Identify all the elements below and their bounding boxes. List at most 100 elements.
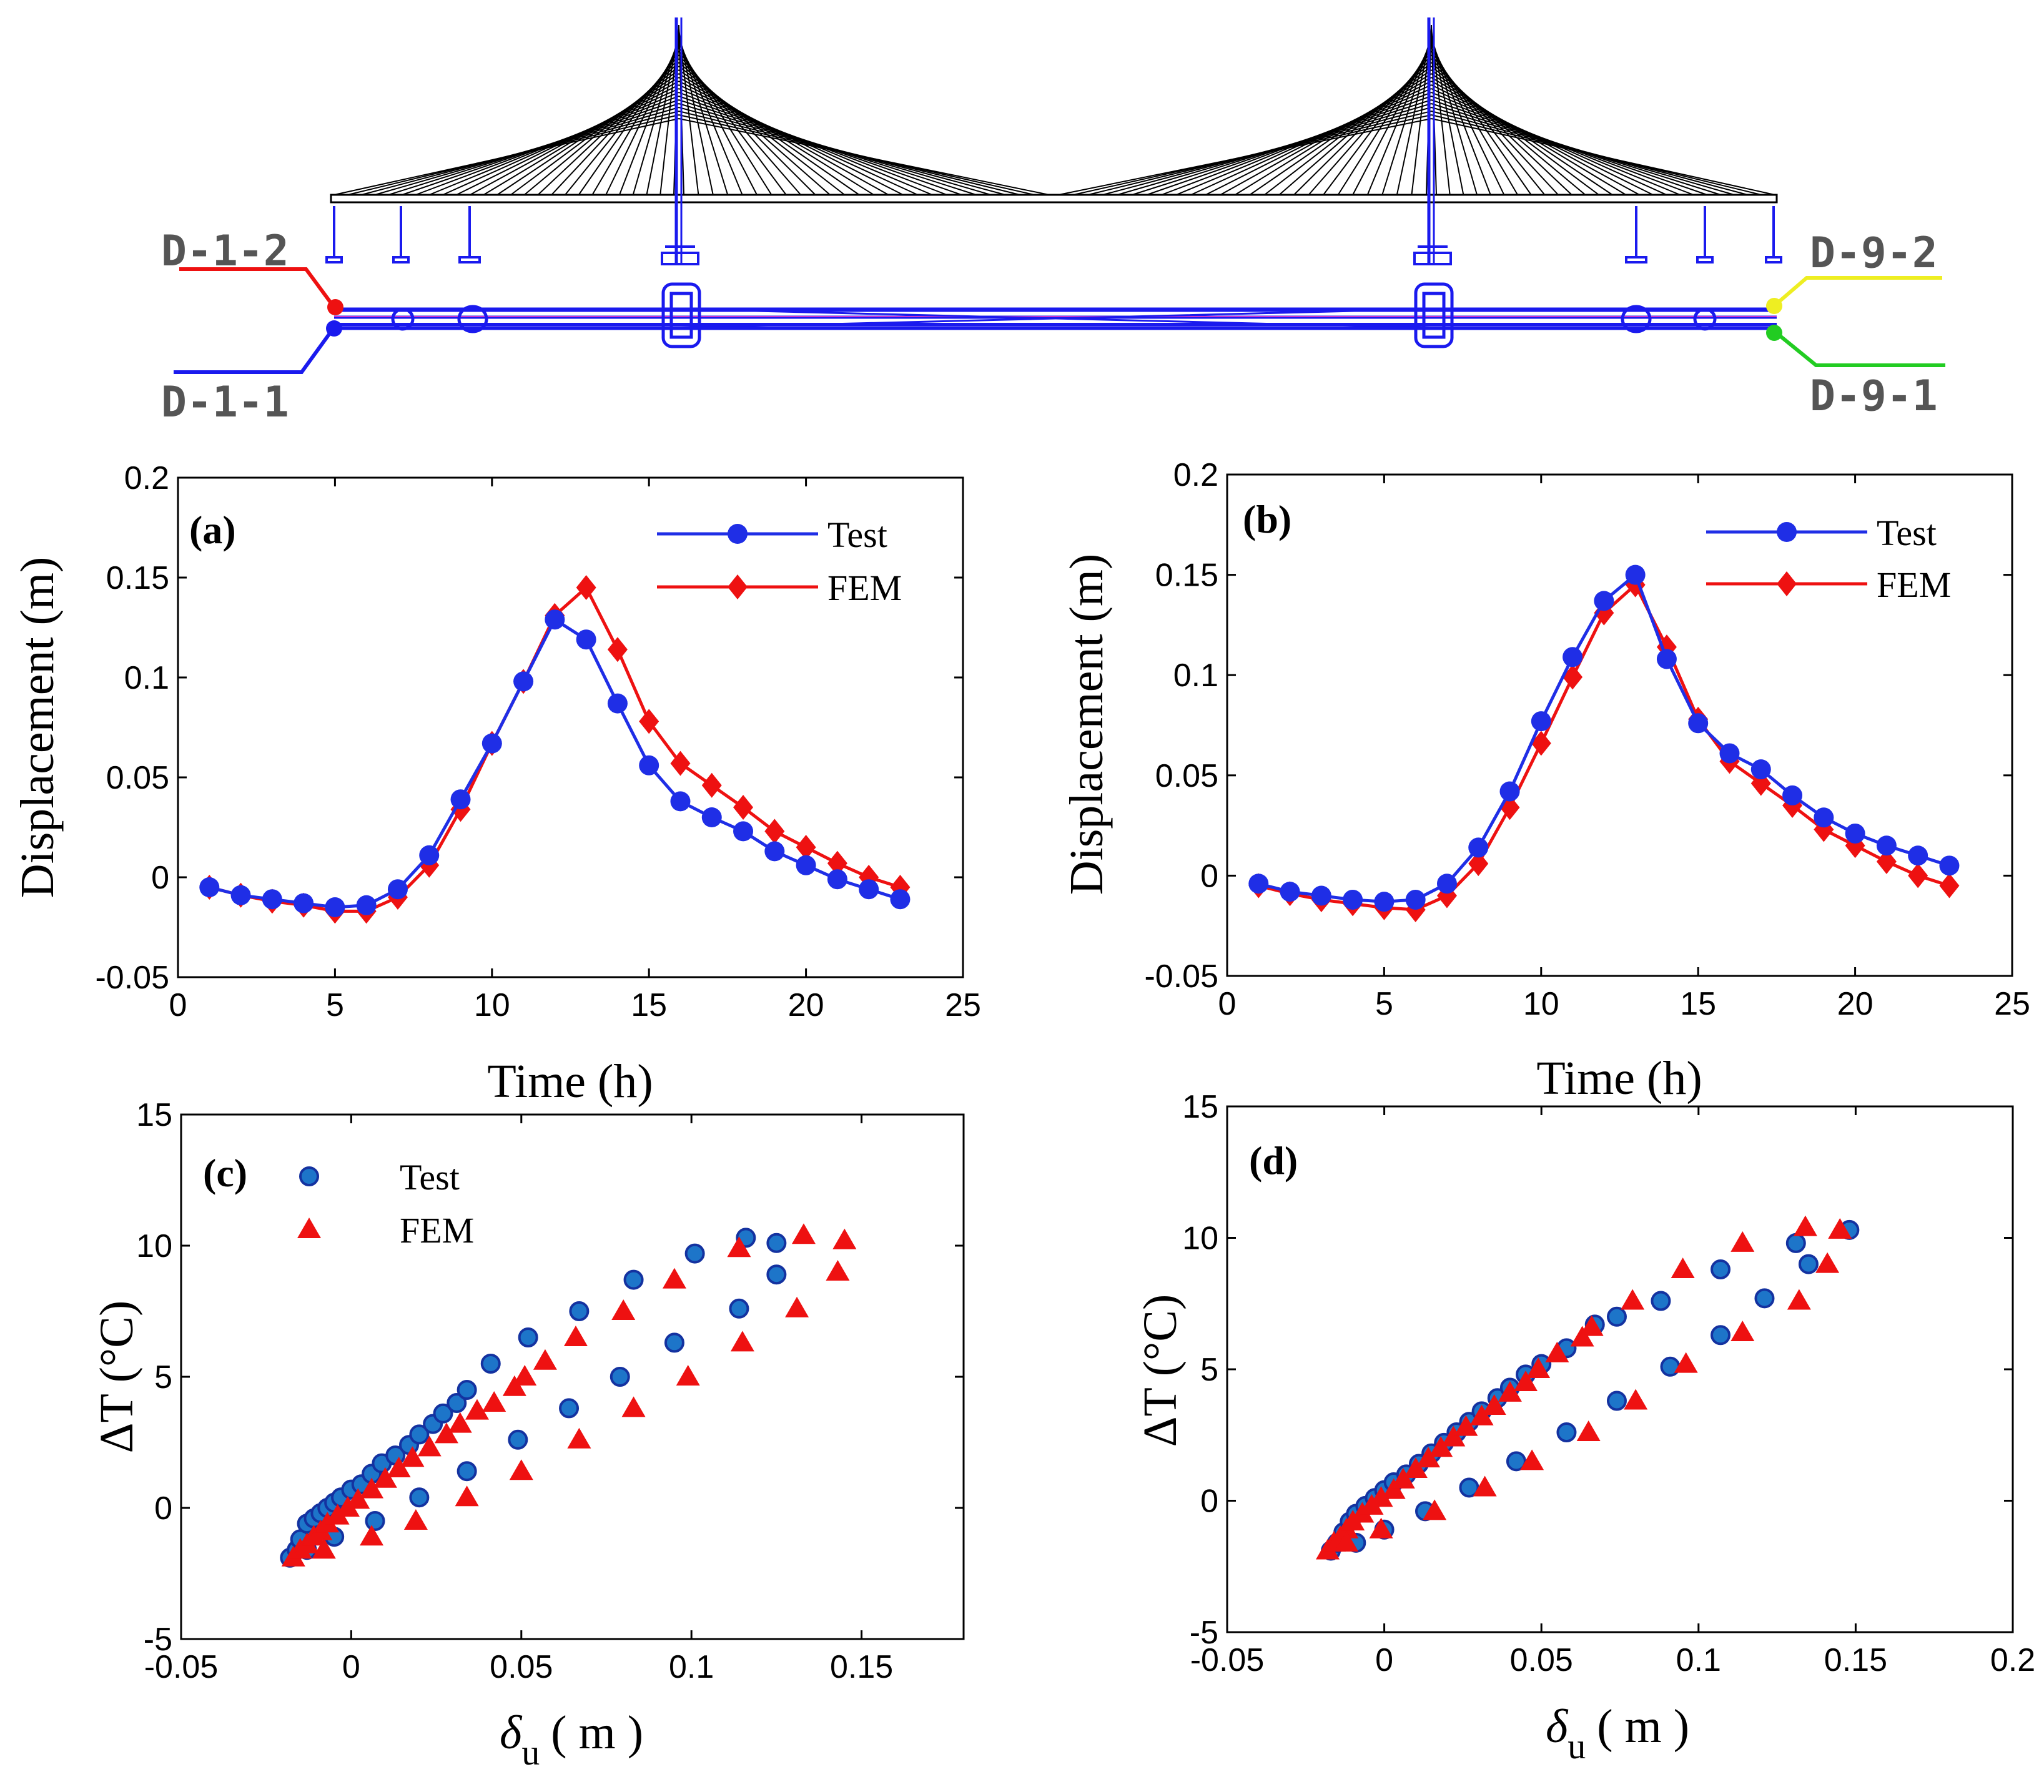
data-point-test (513, 671, 534, 692)
y-tick-label: 15 (1182, 1089, 1218, 1125)
stay-cable (551, 58, 679, 195)
stay-cable (1264, 66, 1432, 195)
x-tick-label: 5 (326, 987, 344, 1023)
stay-cable (537, 62, 679, 195)
data-point-test (764, 841, 785, 862)
y-tick-label: 0.15 (1155, 558, 1218, 594)
data-point-fem (1828, 1218, 1852, 1239)
plan-view-girders (334, 282, 1777, 348)
data-point-fem (1391, 1467, 1415, 1489)
stay-cables (333, 24, 1775, 195)
x-tick-label: -0.05 (144, 1649, 219, 1685)
data-point-test (1656, 649, 1677, 669)
data-point-test (684, 1243, 705, 1264)
data-point-fem (1520, 1449, 1544, 1470)
data-point-test (508, 1429, 528, 1450)
data-point-test (481, 733, 502, 754)
stay-cable (678, 118, 1050, 195)
data-point-test (607, 693, 628, 714)
data-point-test (1908, 845, 1928, 866)
data-point-test (1248, 874, 1269, 894)
data-point-fem (513, 1365, 537, 1386)
data-point-fem (1876, 849, 1897, 874)
data-point-test (670, 791, 691, 812)
data-point-fem (455, 1485, 479, 1507)
sensor-d-9-1-label: D-9-1 (1810, 372, 1938, 421)
series-line-fem (1258, 582, 1950, 912)
data-point-fem (1416, 1447, 1441, 1468)
data-point-fem (1526, 1357, 1551, 1378)
legend-c-fem-marker (297, 1218, 321, 1238)
sensor-d-1-2-dot (327, 299, 343, 315)
sensor-d-1-2-leader (179, 267, 336, 308)
data-point-test (576, 629, 596, 650)
data-point-fem (1369, 1486, 1393, 1507)
stay-cable (333, 118, 679, 195)
data-point-test (1374, 892, 1395, 912)
data-point-fem (373, 1467, 397, 1488)
xlabel-a: Time (h) (487, 1055, 653, 1108)
series-layer-a (199, 575, 911, 924)
x-tick-label: 0.05 (1510, 1642, 1573, 1678)
legend-b-fem-marker (1777, 571, 1797, 596)
legend-b: Test FEM (1706, 513, 1951, 605)
data-point-test (1499, 781, 1520, 802)
data-point-fem (567, 1427, 591, 1449)
sensor-d-9-2-label: D-9-2 (1810, 229, 1938, 278)
x-tick-label: 20 (788, 987, 824, 1023)
stay-cable (1235, 73, 1432, 195)
x-tick-label: 20 (1837, 986, 1874, 1022)
legend-a-fem-label: FEM (827, 568, 902, 608)
data-point-fem (312, 1538, 336, 1559)
x-tick-label: 0.1 (669, 1649, 714, 1685)
data-point-test (1311, 885, 1331, 906)
data-point-test (356, 895, 377, 915)
data-point-test (480, 1354, 501, 1374)
x-tick-label: 15 (631, 987, 667, 1023)
stay-cable (1278, 62, 1432, 195)
stay-cable (678, 73, 874, 195)
data-point-fem (611, 1299, 636, 1320)
stay-cable (1308, 54, 1432, 195)
data-point-fem (1429, 1436, 1453, 1457)
sensor-d-9-2-dot (1766, 298, 1782, 314)
chart-panel-c: -0.05 0 0.05 0.1 0.15 -5 0 5 10 15 (c) ΔT (°C) δu… (91, 1097, 965, 1773)
data-point-test (1280, 882, 1300, 902)
data-point-test (545, 609, 565, 630)
y-tick-label: 0.1 (1173, 657, 1218, 694)
data-point-test (1556, 1422, 1577, 1443)
stay-cable (1249, 69, 1432, 195)
y-tick-label: 5 (1200, 1352, 1218, 1388)
series-layer-b (1248, 564, 1960, 923)
y-tick-label: 0 (1200, 1484, 1218, 1520)
stay-cable (1431, 66, 1586, 195)
data-point-test (1625, 564, 1646, 585)
data-point-test (1688, 713, 1709, 734)
data-point-test (1606, 1391, 1627, 1411)
data-point-fem (1369, 1517, 1393, 1538)
y-tick-label: 0 (151, 860, 169, 896)
x-tick-label: 0.1 (1676, 1642, 1721, 1678)
panel-label-a: (a) (189, 508, 236, 552)
data-point-test (1754, 1288, 1775, 1309)
data-point-fem (1621, 1289, 1645, 1310)
data-point-fem (1570, 1326, 1594, 1347)
svg-text:δu( m ): δu ( m ) (1546, 1700, 1689, 1766)
data-point-test (796, 855, 816, 875)
data-point-fem (733, 795, 754, 820)
data-point-test (569, 1301, 590, 1321)
data-point-test (518, 1327, 538, 1347)
data-point-test (1594, 591, 1614, 611)
data-point-test (199, 877, 220, 897)
data-point-test (1711, 1259, 1731, 1280)
data-point-fem (1674, 1352, 1698, 1373)
data-point-fem (434, 1422, 458, 1444)
data-point-test (766, 1233, 787, 1253)
legend-c-test-marker (299, 1166, 319, 1186)
data-point-test (1785, 1233, 1806, 1253)
legend-a-fem-marker (728, 574, 748, 599)
data-point-fem (1335, 1530, 1359, 1552)
data-point-fem (1579, 1315, 1604, 1336)
xlabel-d: δu ( m ) (1546, 1700, 1689, 1766)
data-point-test (559, 1398, 580, 1419)
